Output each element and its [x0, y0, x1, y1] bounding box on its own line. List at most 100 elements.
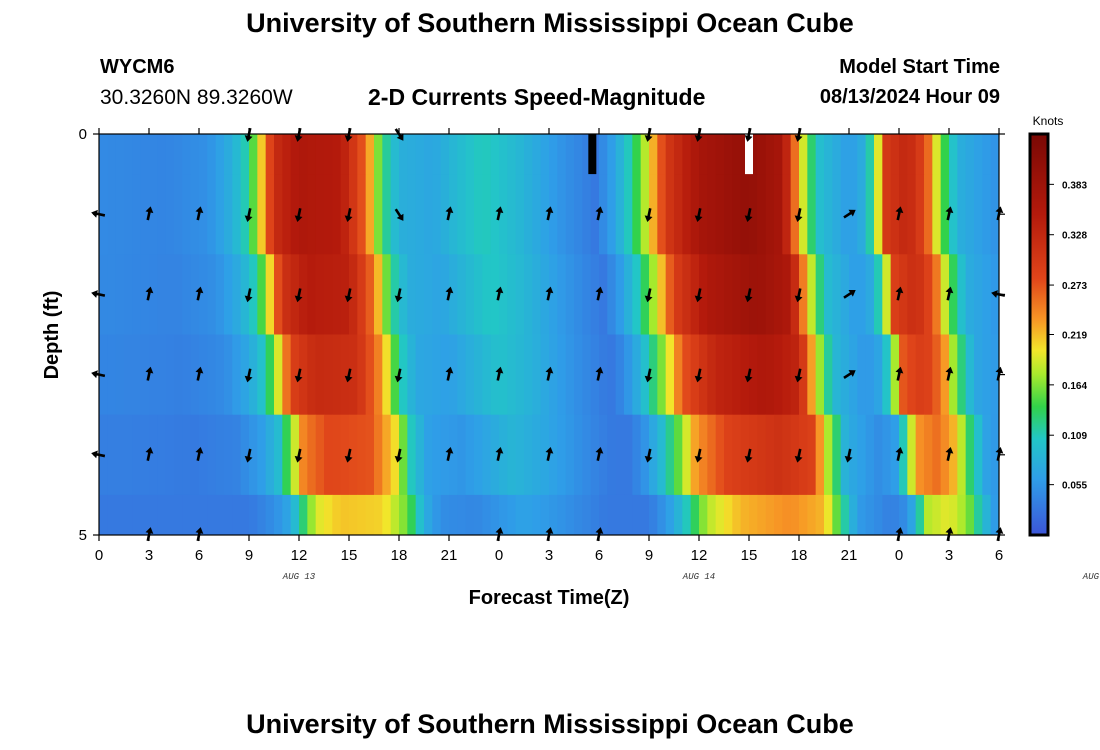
x-axis-ticks: 0 3 6 9 12 15 18 21 0 3 6 9 12 15 18 21 0 3 6 [95, 128, 1003, 564]
heatmap-cell [957, 334, 967, 416]
x-tick-label: 6 [995, 547, 1003, 564]
heatmap-cell [374, 134, 383, 175]
heatmap-cell [265, 134, 275, 175]
heatmap-cell [649, 134, 658, 175]
heatmap-cell [532, 134, 542, 175]
heatmap-cell [832, 134, 842, 175]
heatmap-cell [174, 414, 183, 496]
heatmap-cell [882, 334, 892, 416]
heatmap-cell [282, 254, 292, 335]
heatmap-cell [582, 134, 592, 175]
heatmap-cell [507, 414, 517, 496]
heatmap-cell [774, 334, 783, 416]
heatmap-cell [257, 494, 267, 536]
x-tick-label: 21 [441, 547, 458, 564]
heatmap-cell [849, 414, 858, 496]
heatmap-cell [732, 134, 742, 175]
x-tick-label: 6 [595, 547, 603, 564]
heatmap-cell [107, 414, 117, 496]
heatmap-cell [224, 334, 233, 416]
heatmap-cell [307, 494, 317, 536]
heatmap-cell [824, 334, 833, 416]
heatmap-cell [374, 494, 383, 536]
heatmap-cells [99, 134, 1000, 536]
heatmap-cell [890, 334, 900, 416]
heatmap-cell [340, 134, 350, 175]
heatmap-cell [882, 494, 892, 536]
heatmap-cell [382, 254, 392, 335]
heatmap-cell [499, 414, 508, 496]
heatmap-cell [440, 494, 450, 536]
date-label: AUG 14 [682, 572, 715, 582]
heatmap-cell [490, 334, 500, 416]
heatmap-cell [349, 414, 358, 496]
heatmap-cell [207, 494, 217, 536]
heatmap-cell [190, 334, 200, 416]
heatmap-cell [890, 174, 900, 255]
heatmap-cell [890, 254, 900, 335]
heatmap-cell [874, 174, 883, 255]
heatmap-cell [807, 174, 817, 255]
heatmap-cell [174, 134, 183, 175]
heatmap-cell [515, 334, 525, 416]
heatmap-cell [490, 134, 500, 175]
heatmap-cell [857, 414, 867, 496]
station-coordinates: 30.3260N 89.3260W [100, 86, 293, 109]
heatmap-cell [182, 134, 192, 175]
heatmap-cell [557, 334, 567, 416]
heatmap-cell [265, 494, 275, 536]
direction-arrow [344, 288, 353, 303]
heatmap-cell [715, 174, 725, 255]
heatmap-cell [649, 254, 658, 335]
direction-arrow [294, 368, 303, 383]
heatmap-cell [274, 134, 283, 175]
direction-arrow [445, 446, 454, 461]
heatmap-cell [690, 414, 700, 496]
heatmap-cell [274, 174, 283, 255]
heatmap-cell [440, 334, 450, 416]
direction-arrow [945, 446, 954, 461]
heatmap-cell [607, 134, 617, 175]
heatmap-cell [140, 334, 150, 416]
heatmap-cell [140, 134, 150, 175]
heatmap-cell [557, 414, 567, 496]
heatmap-cell [124, 254, 133, 335]
heatmap-cell [249, 174, 258, 255]
date-label: AUG 13 [282, 572, 316, 582]
heatmap-cell [940, 254, 950, 335]
heatmap-cell [615, 494, 625, 536]
heatmap-cell [190, 414, 200, 496]
heatmap-cell [340, 494, 350, 536]
heatmap-cell [857, 254, 867, 335]
heatmap-cell [824, 494, 833, 536]
heatmap-cell [315, 334, 325, 416]
heatmap-cell [215, 334, 225, 416]
heatmap-cell [149, 334, 158, 416]
heatmap-cell [974, 494, 983, 536]
missing-data-cell [588, 134, 597, 175]
heatmap-cell [299, 334, 308, 416]
heatmap-cell [199, 174, 208, 255]
heatmap-cell [307, 414, 317, 496]
heatmap-cell [857, 494, 867, 536]
direction-arrow [744, 368, 753, 383]
heatmap-cell [757, 414, 767, 496]
heatmap-cell [465, 334, 475, 416]
direction-arrow [794, 448, 803, 463]
heatmap-cell [215, 254, 225, 335]
heatmap-cell [799, 494, 808, 536]
direction-arrow [195, 206, 204, 221]
heatmap-cell [632, 174, 642, 255]
direction-arrow [495, 366, 504, 381]
heatmap-cell [765, 494, 775, 536]
heatmap-cell [115, 414, 125, 496]
heatmap-cell [232, 174, 242, 255]
heatmap-cell [424, 174, 433, 255]
heatmap-cell [974, 414, 983, 496]
heatmap-cell [290, 174, 300, 255]
heatmap-cell [782, 334, 792, 416]
heatmap-cell [665, 414, 675, 496]
heatmap-cell [915, 134, 925, 175]
heatmap-cell [590, 174, 600, 255]
heatmap-cell [390, 414, 400, 496]
